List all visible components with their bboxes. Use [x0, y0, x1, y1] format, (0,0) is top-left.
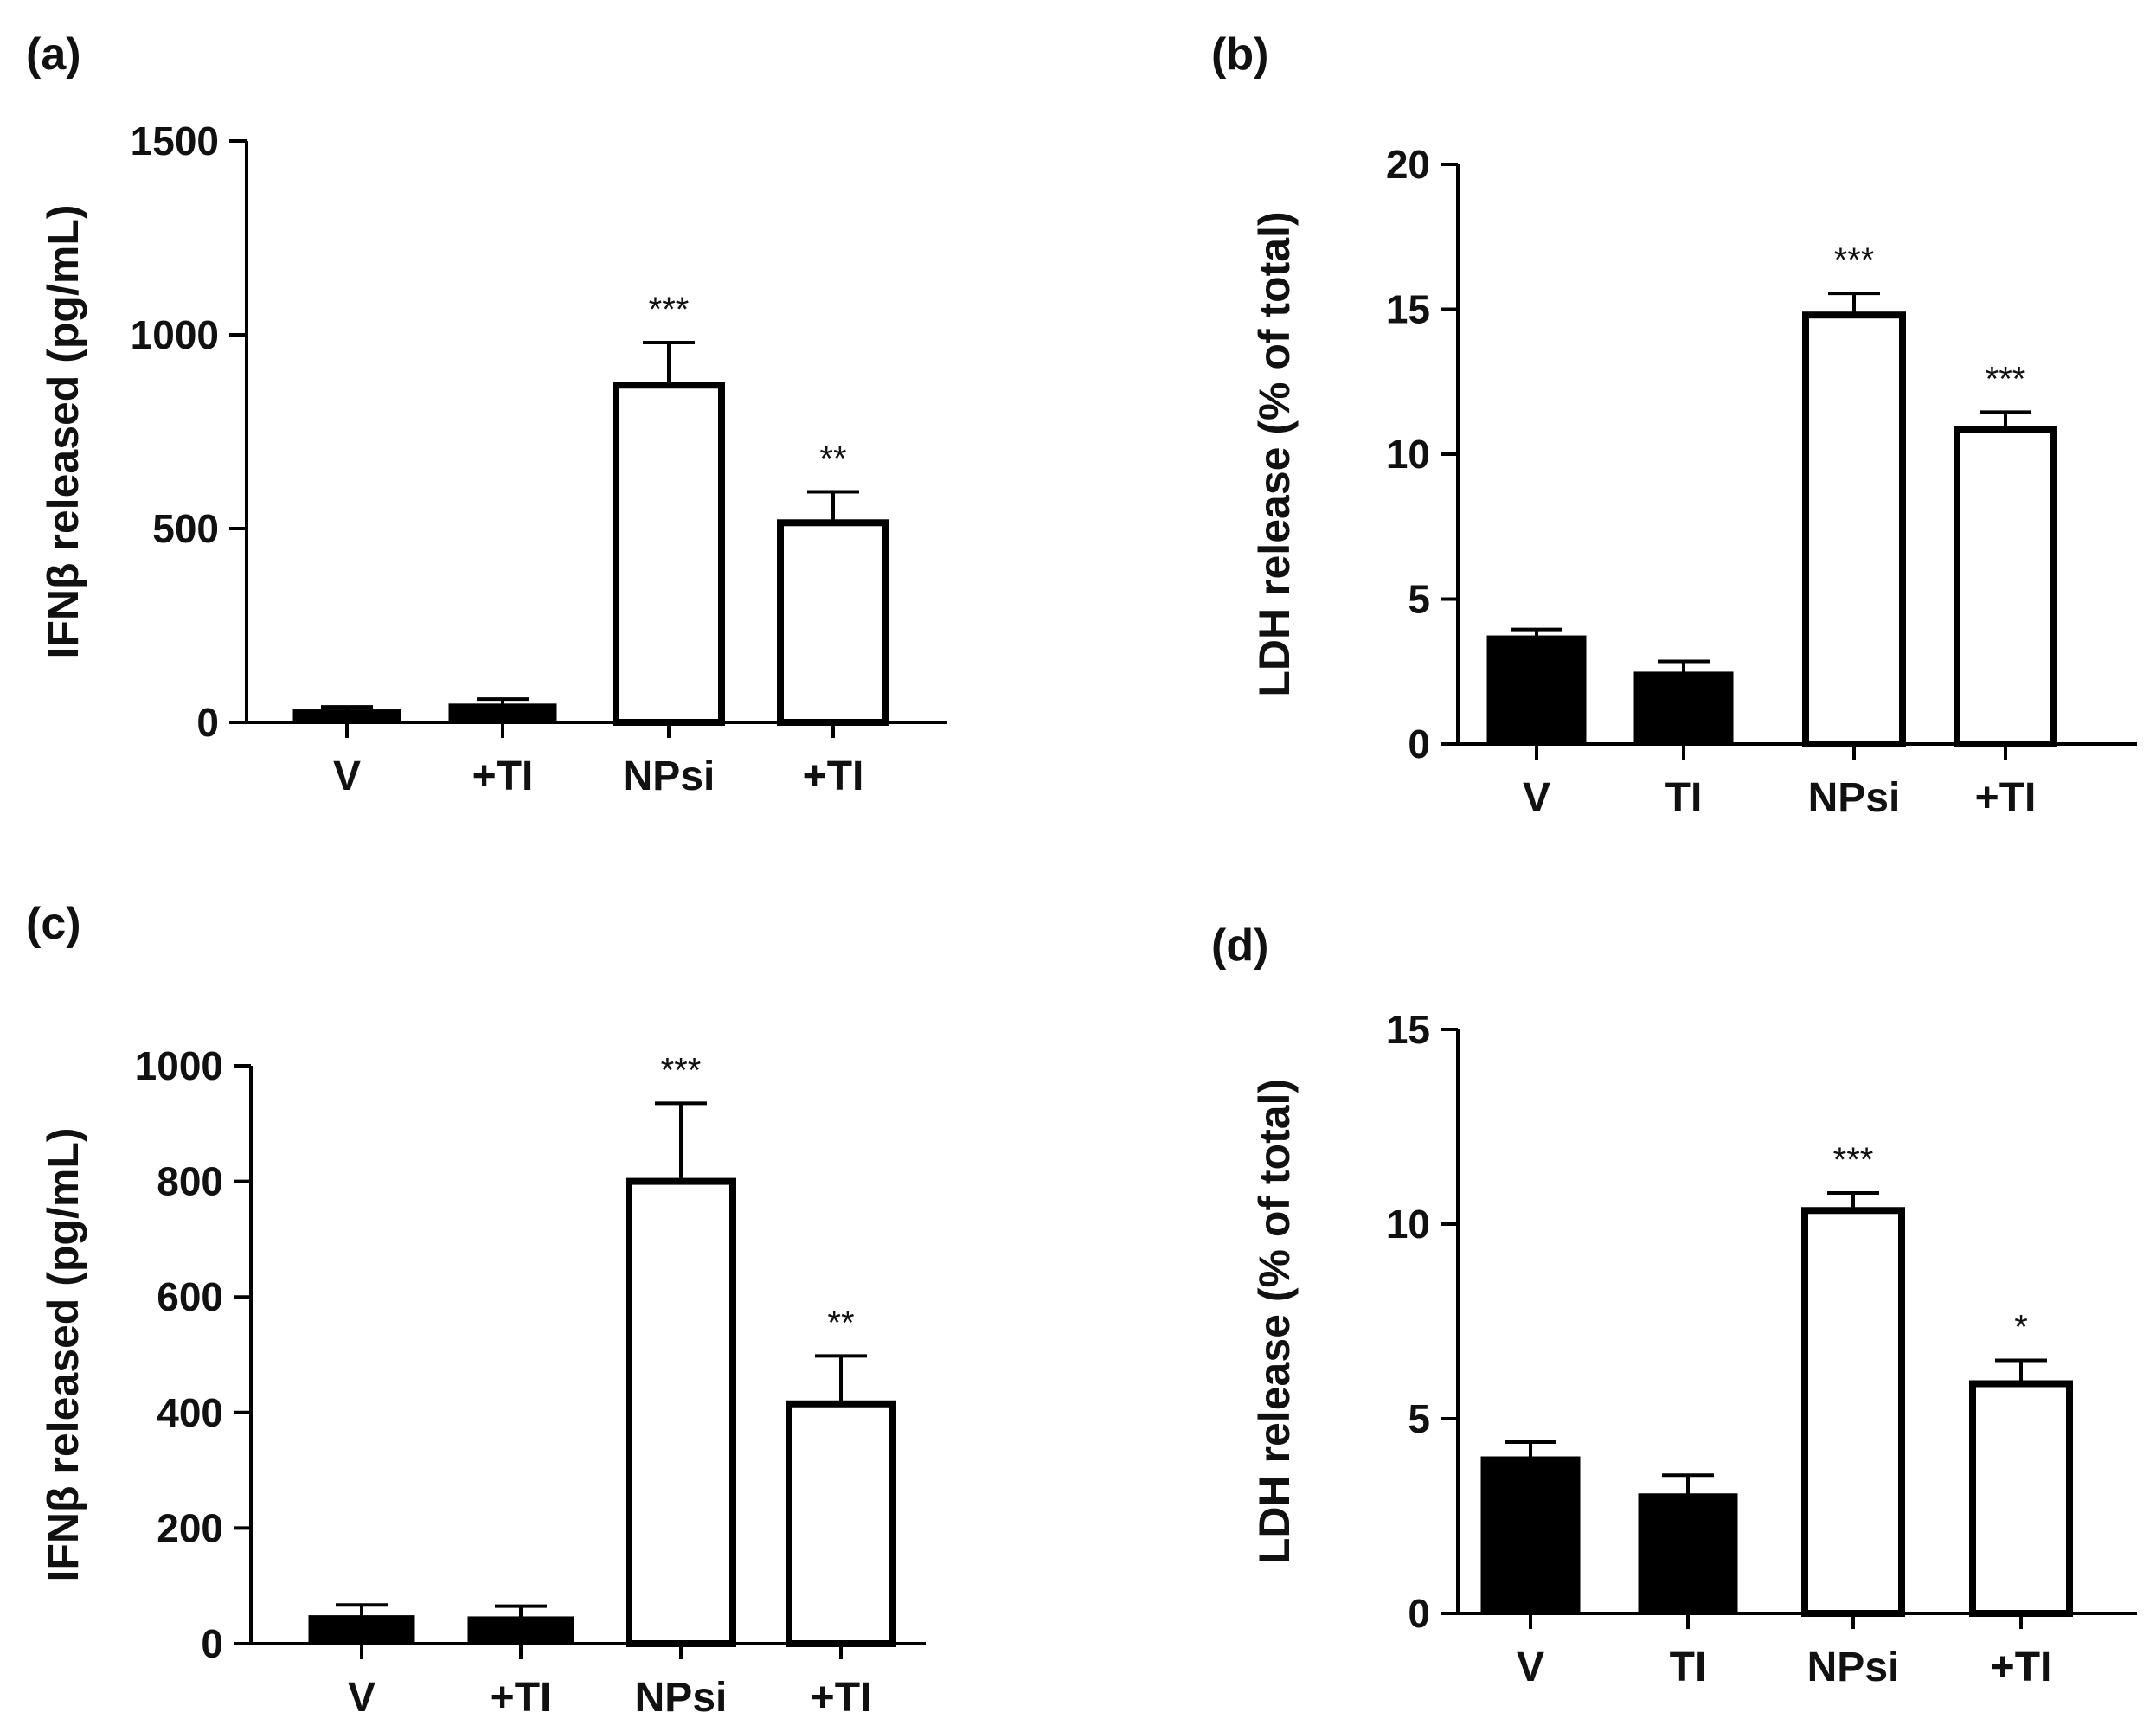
bar-open [1969, 1380, 2073, 1617]
category-label: NPsi [1808, 775, 1901, 821]
y-axis-label: IFNβ released (pg/mL) [39, 204, 87, 658]
panel-b: (b) LDH release (% of total) V TI *** NPsi ***… [1211, 29, 2137, 821]
category-label: +TI [811, 1675, 872, 1721]
y-tick-label: 1500 [131, 119, 219, 164]
panel-label: (b) [1211, 29, 1268, 80]
bar-filled [1480, 1456, 1581, 1615]
significance-marker: *** [1834, 241, 1875, 279]
y-tick-label: 10 [1386, 1202, 1430, 1247]
y-tick-label: 1000 [131, 312, 219, 357]
category-label: V [333, 753, 361, 799]
panel-label: (c) [26, 899, 81, 949]
bar-open [626, 1177, 736, 1647]
bar-filled [308, 1615, 415, 1645]
category-label: +TI [803, 753, 864, 799]
bar-filled [292, 709, 401, 724]
panel-label: (a) [26, 29, 81, 80]
panel-a: (a) IFNβ released (pg/mL) V +TI *** NPsi ** +TI… [26, 29, 947, 799]
panel-d: (d) LDH release (% of total) V TI *** NPsi * +T… [1211, 920, 2137, 1690]
y-tick-label: 0 [1408, 1591, 1430, 1636]
panel-c: (c) IFNβ released (pg/mL) V +TI *** NPsi ** +TI… [26, 899, 926, 1721]
category-label: NPsi [623, 753, 715, 799]
y-tick-label: 5 [1408, 577, 1430, 622]
category-label: V [1517, 1645, 1544, 1690]
bar-filled [467, 1616, 574, 1645]
panel-label: (d) [1211, 920, 1268, 971]
bar-open [1802, 311, 1906, 747]
y-tick-label: 10 [1386, 432, 1430, 477]
significance-marker: *** [1986, 360, 2026, 398]
significance-marker: *** [649, 291, 690, 329]
significance-marker: ** [827, 1304, 854, 1342]
y-tick-label: 500 [152, 506, 219, 551]
bar-filled [448, 703, 557, 724]
y-axis-label: LDH release (% of total) [1250, 211, 1299, 696]
y-tick-label: 5 [1408, 1396, 1430, 1441]
y-tick-label: 800 [157, 1159, 223, 1204]
y-axis-label: LDH release (% of total) [1250, 1079, 1299, 1564]
y-tick-label: 1000 [135, 1043, 223, 1088]
bar-open [613, 382, 725, 726]
y-tick-label: 0 [201, 1621, 223, 1666]
bar-filled [1638, 1493, 1738, 1615]
category-label: V [1523, 775, 1550, 821]
bar-open [777, 519, 889, 727]
category-label: +TI [491, 1675, 552, 1721]
y-tick-label: 200 [157, 1505, 223, 1550]
category-label: NPsi [635, 1675, 728, 1721]
y-tick-label: 0 [1408, 721, 1430, 766]
bar-filled [1633, 671, 1734, 746]
y-axis-label: IFNβ released (pg/mL) [39, 1127, 87, 1581]
y-tick-label: 0 [196, 700, 219, 745]
significance-marker: *** [661, 1051, 702, 1089]
category-label: +TI [472, 753, 534, 799]
category-label: +TI [1975, 775, 2037, 821]
bar-open [786, 1400, 896, 1648]
category-label: +TI [1991, 1645, 2052, 1690]
y-tick-label: 400 [157, 1390, 223, 1435]
significance-marker: ** [819, 439, 846, 478]
bar-filled [1486, 635, 1587, 746]
bar-open [1801, 1207, 1905, 1617]
bar-open [1954, 426, 2057, 747]
category-label: TI [1670, 1645, 1707, 1690]
significance-marker: *** [1833, 1141, 1874, 1179]
category-label: TI [1665, 775, 1703, 821]
category-label: V [348, 1675, 375, 1721]
y-tick-label: 15 [1386, 1007, 1430, 1052]
y-tick-label: 600 [157, 1274, 223, 1319]
y-tick-label: 15 [1386, 287, 1430, 332]
category-label: NPsi [1807, 1645, 1900, 1690]
significance-marker: * [2014, 1309, 2028, 1347]
y-tick-label: 20 [1386, 142, 1430, 187]
